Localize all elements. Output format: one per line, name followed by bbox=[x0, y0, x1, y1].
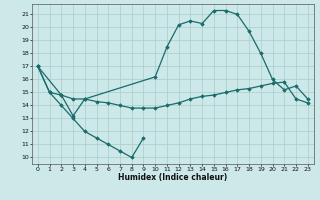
X-axis label: Humidex (Indice chaleur): Humidex (Indice chaleur) bbox=[118, 173, 228, 182]
